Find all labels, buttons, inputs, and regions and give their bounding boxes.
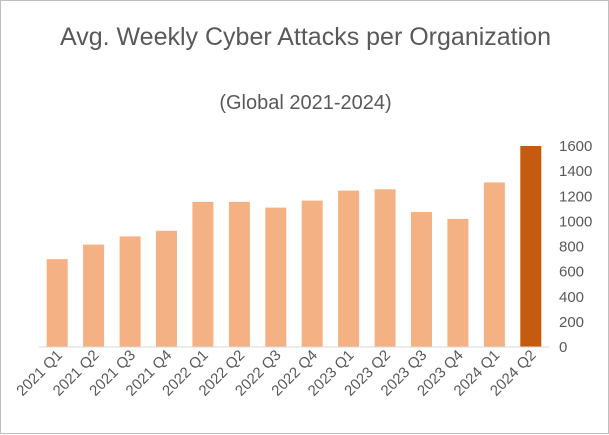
bar-2023-q4 [447, 218, 469, 347]
bar-2024-q2 [520, 146, 542, 347]
bar-2024-q1 [483, 182, 505, 347]
y-tick-label: 1600 [559, 138, 592, 155]
bar-2021-q4 [156, 230, 177, 347]
bar-2021-q3 [119, 236, 141, 347]
bar-2021-q2 [83, 244, 105, 347]
bar-2022-q1 [192, 201, 214, 347]
y-tick-label: 0 [559, 339, 567, 356]
chart-title: Avg. Weekly Cyber Attacks per Organizati… [60, 23, 551, 51]
bar-2022-q2 [228, 201, 250, 347]
bar-2022-q4 [301, 200, 323, 347]
y-tick-label: 200 [559, 314, 584, 331]
y-tick-label: 1400 [559, 163, 592, 180]
y-tick-label: 1000 [559, 213, 592, 230]
bar-2023-q3 [411, 212, 432, 347]
y-tick-label: 1200 [559, 188, 592, 205]
y-tick-label: 800 [559, 239, 584, 256]
bar-2021-q1 [46, 259, 68, 347]
y-tick-label: 400 [559, 289, 584, 306]
bar-2023-q1 [338, 190, 360, 347]
chart-subtitle: (Global 2021-2024) [219, 92, 392, 114]
bar-2023-q2 [374, 189, 396, 347]
bar-2022-q3 [265, 207, 287, 347]
y-tick-label: 600 [559, 264, 584, 281]
